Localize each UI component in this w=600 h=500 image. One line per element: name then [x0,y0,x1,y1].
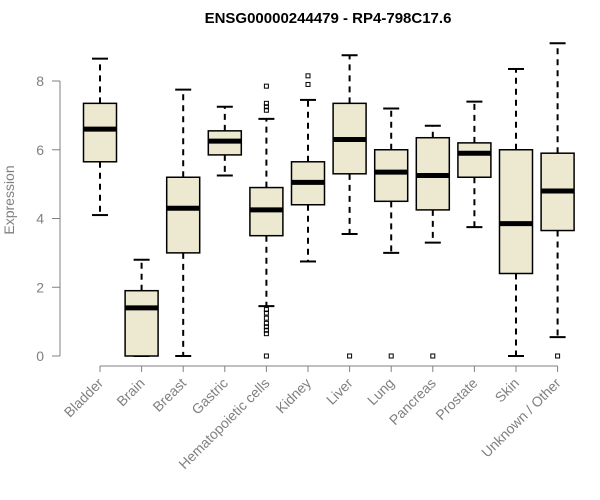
outlier-point [263,307,269,313]
x-tick-label: Kidney [273,375,315,417]
boxes-layer [82,42,575,359]
x-tick-label: Bladder [61,375,107,421]
x-tick-label: Liver [323,375,356,408]
outlier-point [305,81,311,87]
outlier-point [263,107,269,113]
box-iqr [82,102,118,163]
y-axis: 0 2 4 6 8 [36,73,61,364]
box-iqr [124,289,159,357]
outlier-point [555,353,561,359]
chart-title: ENSG00000244479 - RP4-798C17.6 [205,10,452,27]
box-prostate [457,100,492,229]
outlier-point [388,353,394,359]
box-liver [332,54,367,359]
box-lung [373,107,409,359]
box-iqr [498,149,534,275]
y-tick-label: 8 [36,73,44,89]
y-axis-label: Expression [1,165,17,234]
box-hematopoietic-cells [249,83,284,359]
x-tick-label: Unknown / Other [478,375,564,461]
outlier-point [263,327,269,333]
outlier-point [263,315,269,321]
outlier-point [305,73,311,79]
outlier-point [430,353,436,359]
outlier-point [263,320,269,326]
box-iqr [373,149,409,203]
y-tick-label: 4 [36,211,44,227]
y-tick-label: 2 [36,279,44,295]
outlier-point [263,100,269,106]
box-unknown-other [540,42,575,359]
outlier-point [347,353,353,359]
box-gastric [207,105,243,177]
box-skin [498,67,534,357]
y-tick-label: 6 [36,142,44,158]
box-iqr [457,142,492,178]
box-bladder [82,57,118,217]
x-tick-label: Skin [492,375,523,406]
x-tick-label: Lung [364,375,397,408]
x-tick-label: Breast [149,375,189,415]
outlier-point [263,353,269,359]
box-brain [124,258,159,357]
box-kidney [290,73,326,263]
outlier-point [263,331,269,337]
y-tick-label: 0 [36,348,44,364]
outlier-point [263,324,269,330]
outlier-point [263,310,269,316]
outlier-point [263,104,269,110]
box-pancreas [415,124,451,359]
box-iqr [165,176,201,254]
x-tick-label: Prostate [432,375,480,423]
box-breast [165,88,201,357]
x-tick-label: Brain [113,375,147,409]
outlier-point [263,83,269,89]
